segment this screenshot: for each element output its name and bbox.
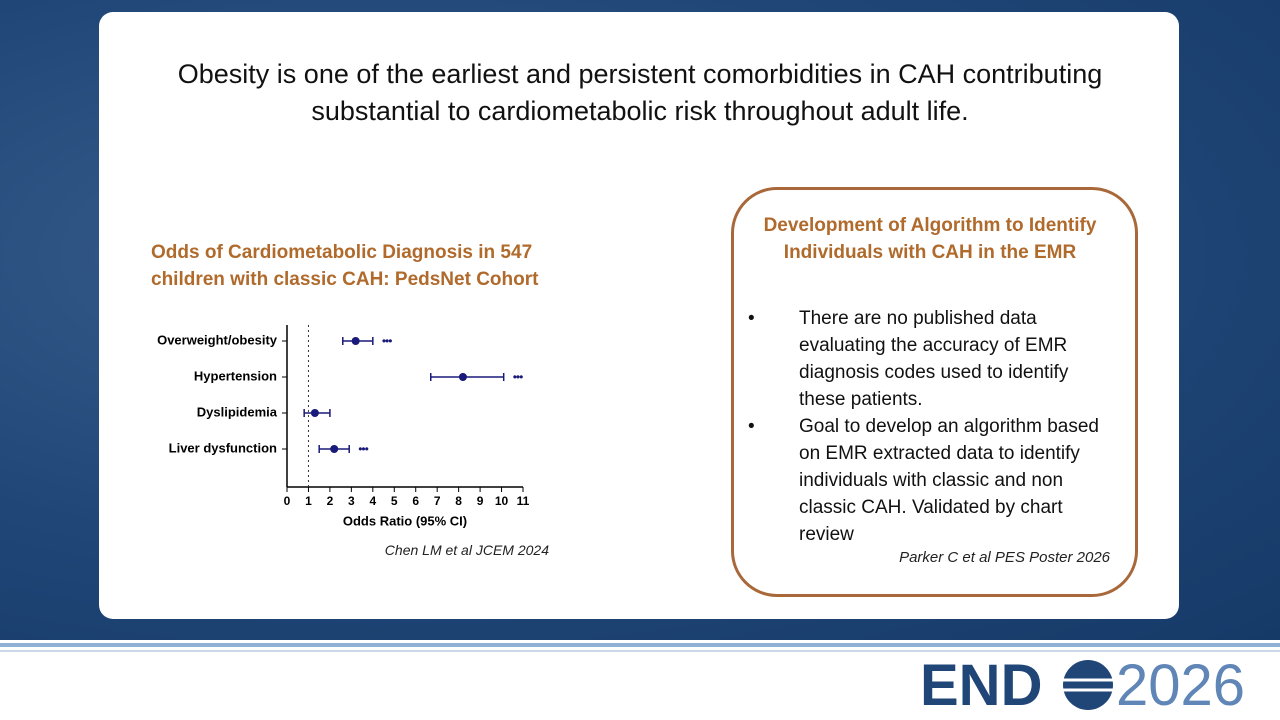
bullet: • — [748, 308, 755, 329]
logo-globe-lines — [1063, 678, 1113, 692]
footer-line — [0, 650, 1280, 652]
y-tick-label: Overweight/obesity — [157, 332, 278, 347]
info-box — [731, 187, 1138, 597]
x-tick-label: 3 — [348, 494, 355, 508]
y-tick-label: Hypertension — [194, 368, 277, 383]
logo-globe — [1063, 660, 1113, 710]
bullet-text: Goal to develop an algorithm based on EM… — [799, 416, 1099, 545]
point-estimate — [351, 337, 360, 345]
x-tick-label: 5 — [391, 494, 398, 508]
point-estimate — [458, 373, 467, 381]
x-tick-label: 0 — [284, 494, 291, 508]
chart-citation: Chen LM et al JCEM 2024 — [384, 542, 549, 558]
box-title: Development of Algorithm to Identify Ind… — [763, 215, 1097, 263]
x-tick-label: 4 — [369, 494, 376, 508]
logo-text: END — [920, 653, 1042, 718]
x-axis-label: Odds Ratio (95% CI) — [343, 513, 467, 528]
bullet-text: There are no published data evaluating t… — [799, 308, 1069, 410]
bullet: • — [748, 416, 755, 437]
significance-label: ••• — [382, 334, 392, 348]
x-tick-label: 8 — [455, 494, 462, 508]
chart-title: Odds of Cardiometabolic Diagnosis in 547… — [151, 242, 539, 290]
significance-label: ••• — [358, 442, 368, 456]
y-tick-label: Liver dysfunction — [169, 440, 277, 455]
footer-line — [0, 643, 1280, 647]
x-tick-label: 1 — [305, 494, 312, 508]
x-tick-label: 2 — [327, 494, 334, 508]
x-tick-label: 11 — [517, 494, 530, 508]
x-tick-label: 9 — [477, 494, 484, 508]
box-citation: Parker C et al PES Poster 2026 — [899, 549, 1110, 566]
x-tick-label: 10 — [495, 494, 509, 508]
card — [99, 12, 1179, 619]
point-estimate — [310, 409, 319, 417]
logo: END 2026 — [920, 653, 1245, 718]
point-estimate — [330, 445, 339, 453]
y-tick-label: Dyslipidemia — [197, 404, 278, 419]
logo-text: 2026 — [1116, 653, 1245, 718]
significance-label: ••• — [513, 370, 523, 384]
x-tick-label: 7 — [434, 494, 441, 508]
slide-title: Obesity is one of the earliest and persi… — [177, 59, 1103, 126]
x-tick-label: 6 — [412, 494, 419, 508]
error-bar — [429, 373, 505, 381]
